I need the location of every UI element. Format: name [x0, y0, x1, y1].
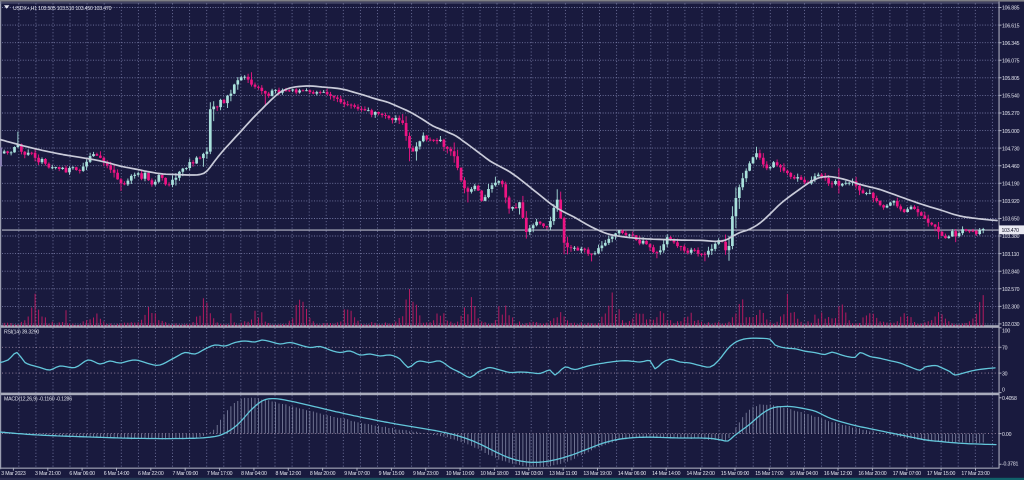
svg-text:103.920: 103.920	[1002, 199, 1020, 205]
svg-text:13 Mar 03:00: 13 Mar 03:00	[515, 471, 543, 477]
svg-text:104.460: 104.460	[1002, 164, 1020, 170]
svg-text:103.650: 103.650	[1002, 217, 1020, 223]
svg-text:105.540: 105.540	[1002, 94, 1020, 100]
svg-text:10 Mar 10:00: 10 Mar 10:00	[446, 471, 474, 477]
svg-text:102.300: 102.300	[1002, 305, 1020, 311]
svg-text:7 Mar 09:00: 7 Mar 09:00	[172, 471, 198, 477]
svg-text:106.345: 106.345	[1002, 41, 1020, 47]
svg-text:105.270: 105.270	[1002, 111, 1020, 117]
svg-text:14 Mar 06:00: 14 Mar 06:00	[618, 471, 646, 477]
svg-text:9 Mar 15:00: 9 Mar 15:00	[379, 471, 405, 477]
svg-text:104.190: 104.190	[1002, 182, 1020, 188]
svg-text:100: 100	[1002, 328, 1010, 334]
svg-text:8 Mar 04:00: 8 Mar 04:00	[241, 471, 267, 477]
svg-text:15 Mar 17:00: 15 Mar 17:00	[755, 471, 783, 477]
svg-text:MACD(12,26,9) -0.1160 -0.1286: MACD(12,26,9) -0.1160 -0.1286	[4, 397, 72, 403]
svg-text:14 Mar 22:00: 14 Mar 22:00	[687, 471, 715, 477]
svg-text:105.000: 105.000	[1002, 129, 1020, 135]
svg-text:16 Mar 12:00: 16 Mar 12:00	[824, 471, 852, 477]
svg-text:103.380: 103.380	[1002, 234, 1020, 240]
svg-text:106.885: 106.885	[1002, 6, 1020, 12]
svg-text:106.075: 106.075	[1002, 58, 1020, 64]
svg-text:7 Mar 17:00: 7 Mar 17:00	[207, 471, 233, 477]
svg-text:3 Mar 2023: 3 Mar 2023	[1, 471, 26, 477]
svg-text:8 Mar 20:00: 8 Mar 20:00	[310, 471, 336, 477]
svg-text:15 Mar 09:00: 15 Mar 09:00	[721, 471, 749, 477]
svg-text:16 Mar 04:00: 16 Mar 04:00	[790, 471, 818, 477]
svg-text:103.470: 103.470	[1002, 228, 1020, 234]
svg-text:13 Mar 11:00: 13 Mar 11:00	[549, 471, 577, 477]
svg-text:17 Mar 15:00: 17 Mar 15:00	[927, 471, 955, 477]
svg-text:6 Mar 22:00: 6 Mar 22:00	[138, 471, 164, 477]
svg-text:105.805: 105.805	[1002, 76, 1020, 82]
svg-text:USDX+,H1 103.505 103.510 103.4: USDX+,H1 103.505 103.510 103.450 103.470	[13, 6, 112, 12]
svg-text:14 Mar 14:00: 14 Mar 14:00	[652, 471, 680, 477]
svg-text:106.615: 106.615	[1002, 23, 1020, 29]
svg-text:-0.3781: -0.3781	[1002, 461, 1019, 467]
svg-text:10 Mar 18:00: 10 Mar 18:00	[480, 471, 508, 477]
svg-text:30: 30	[1002, 371, 1008, 377]
svg-text:102.570: 102.570	[1002, 287, 1020, 293]
svg-text:8 Mar 12:00: 8 Mar 12:00	[276, 471, 302, 477]
svg-text:0.4058: 0.4058	[1002, 396, 1017, 402]
svg-text:13 Mar 19:00: 13 Mar 19:00	[583, 471, 611, 477]
svg-text:3 Mar 21:00: 3 Mar 21:00	[35, 471, 61, 477]
svg-text:104.730: 104.730	[1002, 146, 1020, 152]
svg-text:16 Mar 20:00: 16 Mar 20:00	[858, 471, 886, 477]
svg-text:0.00: 0.00	[1002, 432, 1012, 438]
svg-text:103.110: 103.110	[1002, 252, 1019, 258]
svg-text:102.030: 102.030	[1002, 322, 1020, 328]
svg-text:6 Mar 14:00: 6 Mar 14:00	[104, 471, 130, 477]
svg-text:0: 0	[1002, 387, 1005, 393]
svg-text:70: 70	[1002, 346, 1008, 352]
svg-text:RSI(14) 39.3290: RSI(14) 39.3290	[4, 329, 39, 335]
svg-text:9 Mar 23:00: 9 Mar 23:00	[413, 471, 439, 477]
svg-text:9 Mar 07:00: 9 Mar 07:00	[344, 471, 370, 477]
svg-text:17 Mar 07:00: 17 Mar 07:00	[893, 471, 921, 477]
svg-text:17 Mar 23:00: 17 Mar 23:00	[961, 471, 989, 477]
svg-text:102.840: 102.840	[1002, 269, 1020, 275]
svg-text:6 Mar 06:00: 6 Mar 06:00	[69, 471, 95, 477]
